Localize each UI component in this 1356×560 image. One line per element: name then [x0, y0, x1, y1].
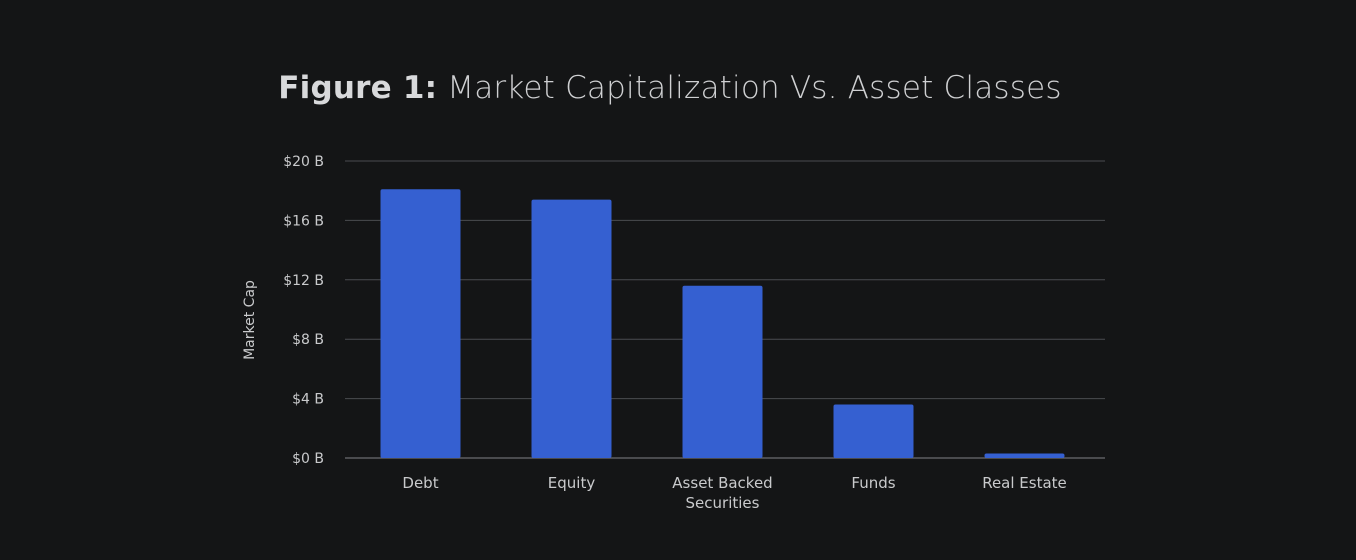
y-tick-label: $8 B	[292, 332, 324, 348]
chart-title-text: Market Capitalization Vs. Asset Classes	[447, 70, 1062, 106]
y-tick-label: $16 B	[283, 213, 324, 229]
x-category-label: Funds	[851, 474, 895, 492]
bar-equity	[531, 199, 612, 459]
x-axis-categories: Debt Equity Asset Backed Securities Funds Rea…	[402, 474, 1066, 512]
y-tick-label: $4 B	[292, 392, 324, 408]
bar-real-estate	[984, 453, 1065, 458]
x-category-label: Asset Backed Securities	[672, 474, 772, 512]
bars	[380, 189, 1065, 459]
x-category-label: Debt	[402, 474, 438, 492]
x-category-label: Real Estate	[982, 474, 1067, 492]
y-axis-ticks: $0 B $4 B $8 B $12 B $16 B $20 B	[283, 154, 324, 467]
bar-debt	[380, 189, 461, 458]
y-axis-label: Market Cap	[242, 280, 258, 360]
y-tick-label: $0 B	[292, 451, 324, 467]
chart-title: Figure 1: Market Capitalization Vs. Asse…	[0, 70, 1340, 106]
bar-asset-backed-securities	[682, 285, 763, 458]
chart-title-prefix: Figure 1:	[278, 70, 438, 106]
x-category-label: Equity	[548, 474, 596, 492]
y-tick-label: $12 B	[283, 273, 324, 289]
y-tick-label: $20 B	[283, 154, 324, 170]
bar-funds	[833, 404, 914, 458]
